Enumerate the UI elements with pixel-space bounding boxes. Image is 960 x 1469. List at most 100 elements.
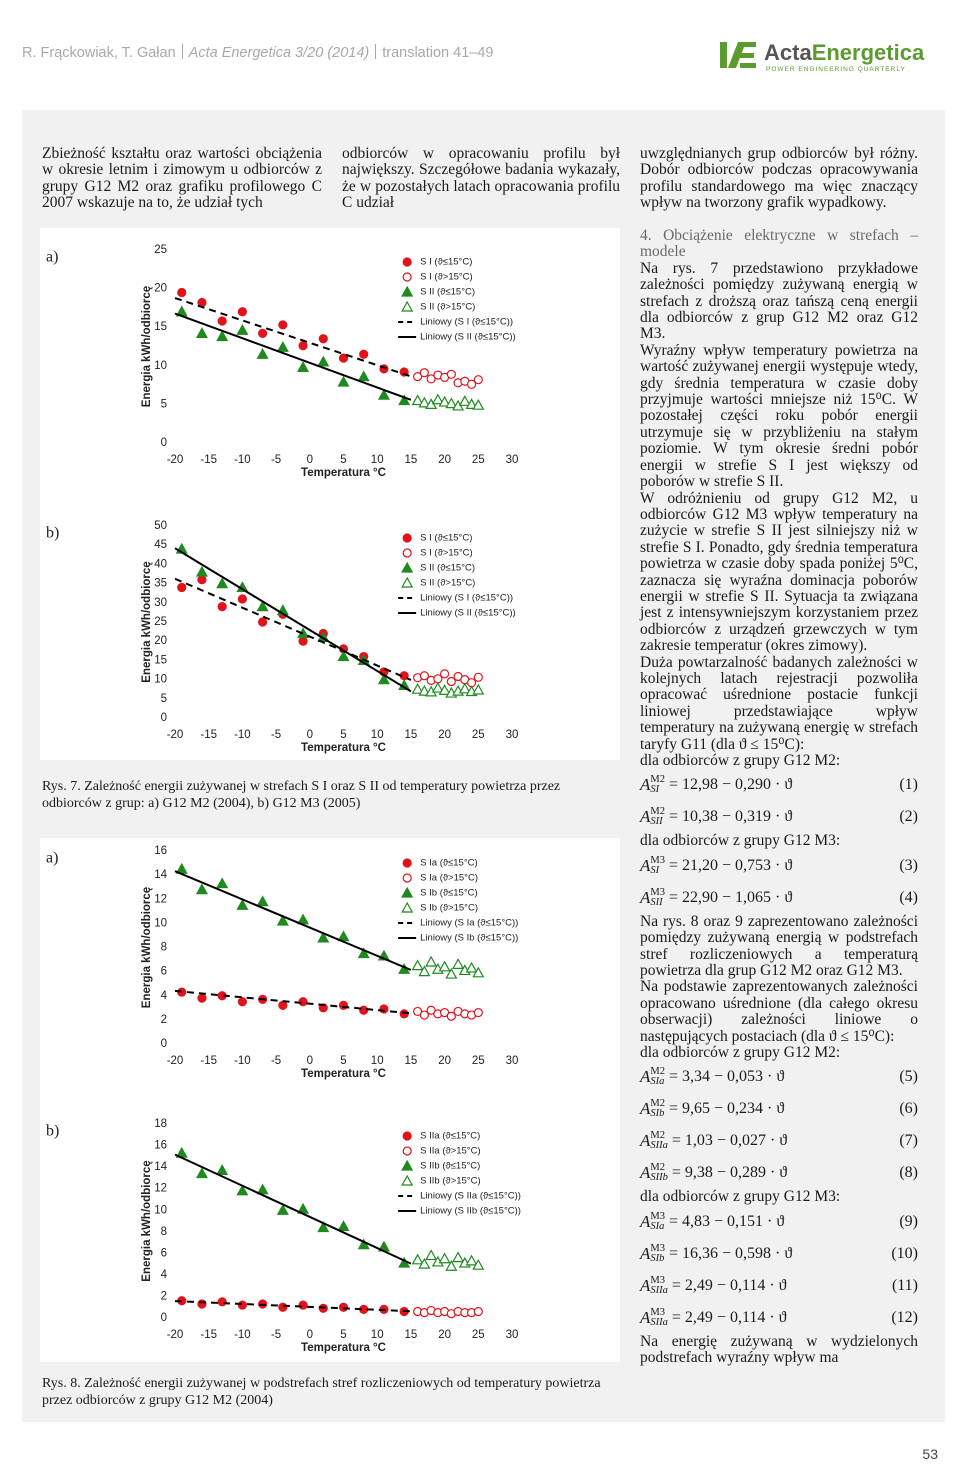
legend-label: Liniowy (S Ib (ϑ≤15°C)): [420, 933, 518, 944]
legend-swatch: [401, 901, 414, 913]
data-point: [216, 877, 229, 889]
equation-symbol: A: [640, 1211, 651, 1231]
page-number: 53: [922, 1446, 938, 1462]
trend-line: [174, 577, 412, 681]
equation-rhs: = 9,65 − 0,234 · ϑ: [668, 1100, 785, 1118]
y-axis-label: Energia kWh/odbiorcę: [141, 1160, 153, 1281]
equation: A M3 SII = 22,90 − 1,065 · ϑ (4): [640, 882, 918, 914]
data-point: [298, 341, 308, 351]
y-tick-label: 35: [154, 578, 167, 590]
equation-number: (2): [899, 808, 918, 826]
x-tick-label: -20: [167, 1055, 184, 1067]
data-point: [419, 1010, 429, 1020]
data-point: [317, 355, 330, 367]
legend-swatch: [402, 257, 412, 267]
equation-number: (7): [899, 1132, 918, 1150]
figure-caption: Rys. 7. Zależność energii zużywanej w st…: [42, 779, 561, 811]
data-point: [237, 1300, 247, 1310]
legend-label: S IIb (ϑ≤15°C): [420, 1161, 480, 1172]
paragraph: Duża powtarzalność badanych zależności w…: [640, 653, 918, 753]
data-point: [438, 960, 451, 972]
data-point: [237, 594, 247, 604]
x-tick-label: 5: [340, 729, 346, 741]
data-point: [357, 947, 370, 959]
legend-swatch: [401, 1174, 414, 1186]
x-tick-label: -5: [271, 729, 281, 741]
data-point: [177, 287, 187, 298]
separator: [375, 44, 377, 59]
data-point: [357, 370, 370, 382]
equation: A M3 SIa = 4,83 − 0,151 · ϑ (9): [640, 1206, 918, 1238]
x-tick-label: 20: [438, 454, 451, 466]
data-point: [256, 895, 269, 907]
equation-sub: SIIa: [650, 1316, 668, 1328]
equation-sup: M2: [650, 774, 665, 786]
figure-caption: Rys. 8. Zależność energii zużywanej w po…: [42, 1376, 601, 1408]
x-tick-label: 15: [405, 1055, 418, 1067]
legend-swatch: [401, 576, 414, 588]
logo-second: Energetica: [812, 40, 925, 65]
data-point: [445, 967, 458, 979]
legend-label: Liniowy (S Ia (ϑ≤15°C)): [420, 918, 518, 929]
equation-rhs: = 1,03 − 0,027 · ϑ: [671, 1132, 788, 1150]
x-tick-label: 0: [307, 729, 313, 741]
data-point: [258, 617, 268, 627]
data-point: [216, 330, 229, 342]
x-tick-label: -15: [200, 729, 217, 741]
equation-sub: SIIa: [650, 1140, 668, 1152]
data-point: [445, 1260, 458, 1271]
data-point: [338, 1302, 349, 1312]
equation-sup: M3: [650, 886, 665, 898]
equation-symbol: A: [640, 1163, 651, 1183]
y-tick-label: 15: [154, 321, 167, 333]
data-point: [298, 997, 308, 1007]
y-tick-label: 10: [154, 1204, 167, 1216]
data-point: [418, 396, 431, 408]
x-axis-label: Temperatura °C: [301, 742, 386, 754]
y-axis-label: Energia kWh/odbiorcę: [141, 286, 153, 407]
equation-sub: SI: [650, 784, 660, 796]
equation-sub: SII: [650, 896, 663, 908]
data-point: [256, 1183, 269, 1195]
logo-bar: [740, 53, 754, 58]
data-point: [216, 1164, 229, 1175]
y-tick-label: 30: [154, 597, 167, 609]
equation: A M2 SII = 10,38 − 0,319 · ϑ (2): [640, 801, 918, 833]
authors: R. Frąckowiak, T. Gałan: [22, 45, 176, 61]
x-tick-label: -20: [167, 729, 184, 741]
y-tick-label: 14: [154, 1161, 167, 1173]
x-tick-label: 25: [472, 1055, 485, 1067]
equation-sub: SIb: [650, 1252, 665, 1264]
equation: A M3 SIb = 16,36 − 0,598 · ϑ (10): [640, 1238, 918, 1270]
equation-rhs: = 4,83 − 0,151 · ϑ: [668, 1212, 785, 1230]
data-point: [256, 600, 269, 612]
data-point: [445, 397, 458, 409]
data-point: [411, 682, 424, 694]
data-point: [472, 1258, 485, 1270]
equation-sub: SIIb: [650, 1172, 668, 1184]
equation-sup: M2: [650, 1130, 665, 1142]
data-point: [276, 341, 289, 352]
equation-indices: M3 SIa: [650, 1211, 665, 1232]
x-tick-label: 5: [340, 1055, 346, 1067]
y-tick-label: 16: [154, 845, 167, 857]
running-header: R. Frąckowiak, T. Gałan Acta Energetica 3…: [22, 44, 493, 61]
equation: A M3 SI = 21,20 − 0,753 · ϑ (3): [640, 850, 918, 882]
equation-indices: M3 SII: [650, 886, 665, 908]
logo-bar: [740, 42, 756, 47]
x-axis-label: Temperatura °C: [301, 1068, 386, 1080]
trend-line: [174, 989, 411, 1015]
data-point: [418, 684, 431, 696]
equation: A M2 SI = 12,98 − 0,290 · ϑ (1): [640, 769, 918, 801]
data-point: [297, 361, 310, 372]
x-tick-label: 10: [371, 729, 384, 741]
data-point: [452, 1251, 465, 1263]
data-point: [411, 1253, 424, 1265]
equation-indices: M3 SI: [650, 855, 665, 876]
pages: translation 41–49: [382, 45, 494, 61]
equation-number: (11): [891, 1276, 918, 1294]
x-tick-label: 10: [371, 1329, 384, 1341]
y-tick-label: 40: [154, 558, 167, 570]
